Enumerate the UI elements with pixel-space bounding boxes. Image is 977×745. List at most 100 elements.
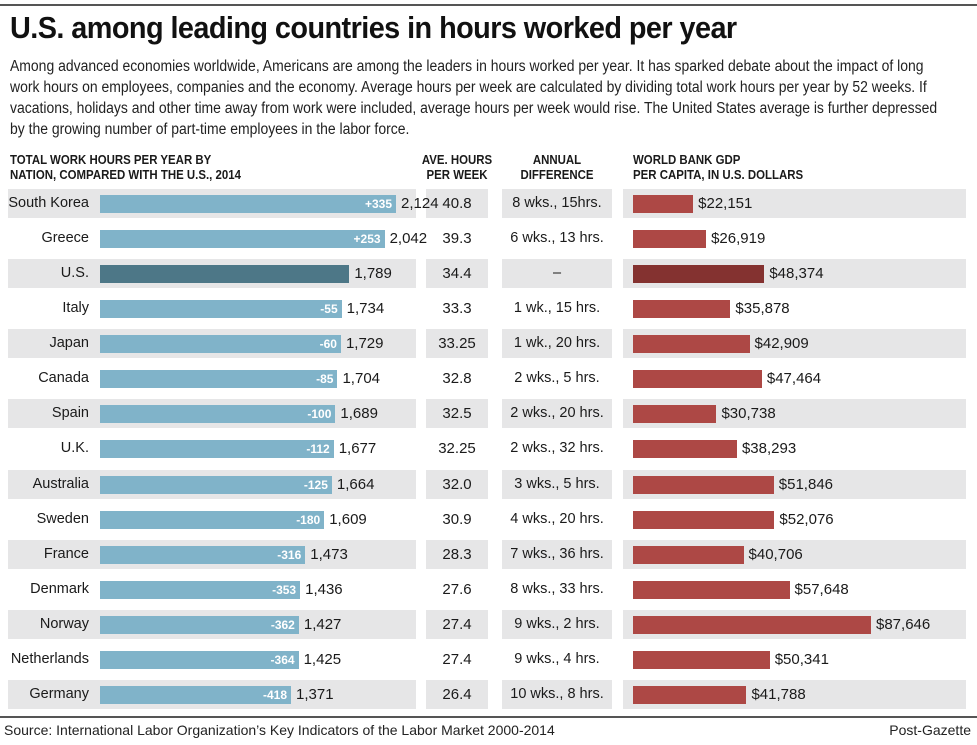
table-row: Germany -418 1,371 26.4 10 wks., 8 hrs. $41,7…: [0, 679, 977, 709]
table-row: U.K. -112 1,677 32.25 2 wks., 32 hrs. $38,293: [0, 434, 977, 463]
total-hours-label: 1,729: [345, 335, 384, 353]
table-row: Canada -85 1,704 32.8 2 wks., 5 hrs. $47,464: [0, 364, 977, 393]
row-band: [502, 259, 612, 289]
gdp-label: $51,846: [778, 475, 834, 493]
country-label: Sweden: [36, 510, 89, 527]
gdp-bar: [633, 440, 737, 459]
row-band: [426, 399, 488, 429]
country-label: Canada: [38, 370, 89, 387]
country-label: South Korea: [8, 195, 89, 211]
annual-difference: 3 wks., 5 hrs.: [514, 475, 600, 492]
total-hours-label: 1,789: [354, 265, 392, 283]
column-header-total-line1: TOTAL WORK HOURS PER YEAR BY: [10, 152, 212, 167]
annual-difference: 4 wks., 20 hrs.: [510, 510, 604, 527]
avg-hours-per-week: 26.4: [442, 685, 472, 703]
annual-difference: –: [552, 265, 562, 282]
hours-bar: [100, 510, 325, 529]
gdp-bar: [633, 475, 774, 494]
gdp-label: $40,706: [748, 545, 803, 563]
row-band: [426, 329, 488, 359]
gdp-label: $50,341: [774, 650, 829, 668]
table-row: South Korea +335 2,124 40.8 8 wks., 15hrs. $2…: [0, 189, 977, 218]
country-label: U.S.: [60, 265, 89, 282]
hours-bar: [100, 230, 385, 249]
row-band: [502, 469, 612, 499]
avg-hours-per-week: 32.0: [442, 475, 472, 493]
annual-difference: 7 wks., 36 hrs.: [510, 545, 604, 562]
country-label: Australia: [32, 475, 89, 492]
hours-bar: [100, 650, 299, 669]
table-row: Norway -362 1,427 27.4 9 wks., 2 hrs. $87,646: [0, 609, 977, 639]
difference-label: +335: [364, 197, 392, 211]
difference-label: -100: [307, 407, 332, 422]
column-header-avg-hours: AVE. HOURS PER WEEK: [422, 152, 492, 182]
table-row: Spain -100 1,689 32.5 2 wks., 20 hrs. $30,738: [0, 399, 977, 429]
difference-label: -353: [272, 582, 297, 597]
gdp-label: $30,738: [721, 405, 776, 423]
total-hours-label: 1,425: [303, 650, 342, 668]
avg-hours-per-week: 27.4: [442, 650, 472, 668]
hours-bar: [100, 685, 292, 704]
row-band: [426, 609, 488, 639]
annual-difference: 1 wk., 20 hrs.: [513, 335, 601, 352]
country-label: U.K.: [60, 440, 89, 457]
table-row: Greece +253 2,042 39.3 6 wks., 13 hrs. $26,91…: [0, 224, 977, 253]
annual-difference: 2 wks., 32 hrs.: [510, 440, 604, 457]
hours-bar: [100, 615, 299, 634]
annual-difference: 8 wks., 15hrs.: [512, 195, 602, 211]
gdp-bar: [633, 230, 707, 249]
country-label: Greece: [41, 230, 89, 247]
country-label: Spain: [51, 405, 89, 422]
gdp-bar: [633, 265, 765, 284]
column-header-annual-line2: DIFFERENCE: [520, 167, 594, 182]
country-label: Denmark: [30, 580, 89, 597]
row-band: [426, 189, 488, 218]
hours-bar: [100, 545, 306, 564]
annual-difference: 2 wks., 5 hrs.: [514, 370, 600, 387]
table-row: U.S. 1,789 34.4 – $48,374: [0, 259, 977, 289]
country-label: Norway: [39, 615, 89, 632]
row-band: [502, 329, 612, 359]
hours-bar: [100, 405, 336, 424]
table-row: Italy -55 1,734 33.3 1 wk., 15 hrs. $35,878: [0, 294, 977, 323]
gdp-bar: [633, 685, 747, 704]
gdp-label: $87,646: [876, 615, 931, 633]
row-band: [426, 539, 488, 569]
avg-hours-per-week: 32.25: [438, 440, 476, 458]
page-title: U.S. among leading countries in hours wo…: [10, 10, 737, 45]
gdp-label: $52,076: [779, 510, 834, 528]
difference-label: +253: [353, 232, 381, 247]
row-band: [502, 679, 612, 709]
gdp-label: $35,878: [735, 300, 790, 318]
gdp-bar: [633, 650, 770, 669]
column-header-avg-line1: AVE. HOURS: [421, 152, 493, 167]
column-header-gdp: WORLD BANK GDP PER CAPITA, IN U.S. DOLLA…: [633, 152, 803, 182]
gdp-bar: [633, 405, 717, 424]
gdp-label: $47,464: [766, 370, 822, 388]
avg-hours-per-week: 33.3: [442, 300, 472, 318]
gdp-label: $41,788: [751, 685, 806, 703]
annual-difference: 6 wks., 13 hrs.: [510, 230, 604, 247]
footer-rule: [0, 716, 977, 718]
difference-label: -362: [270, 617, 295, 632]
avg-hours-per-week: 32.8: [442, 370, 472, 388]
country-label: France: [43, 545, 89, 562]
country-label: Netherlands: [10, 650, 89, 667]
column-header-gdp-line2: PER CAPITA, IN U.S. DOLLARS: [633, 167, 804, 182]
difference-label: -125: [303, 477, 328, 492]
column-header-gdp-line1: WORLD BANK GDP: [633, 152, 741, 167]
column-header-annual-difference: ANNUAL DIFFERENCE: [513, 152, 601, 182]
gdp-bar: [633, 510, 775, 529]
column-header-total-line2: NATION, COMPARED WITH THE U.S., 2014: [10, 167, 241, 182]
table-row: Sweden -180 1,609 30.9 4 wks., 20 hrs. $52,07…: [0, 505, 977, 534]
avg-hours-per-week: 33.25: [438, 335, 476, 353]
total-hours-label: 1,609: [329, 510, 367, 528]
row-band: [502, 189, 612, 218]
top-rule: [0, 4, 977, 6]
row-band: [502, 609, 612, 639]
total-hours-label: 1,436: [305, 580, 343, 598]
table-row: Netherlands -364 1,425 27.4 9 wks., 4 hrs. $5…: [0, 645, 977, 674]
gdp-bar: [633, 300, 731, 319]
difference-label: -418: [263, 687, 288, 702]
difference-label: -112: [306, 442, 330, 457]
